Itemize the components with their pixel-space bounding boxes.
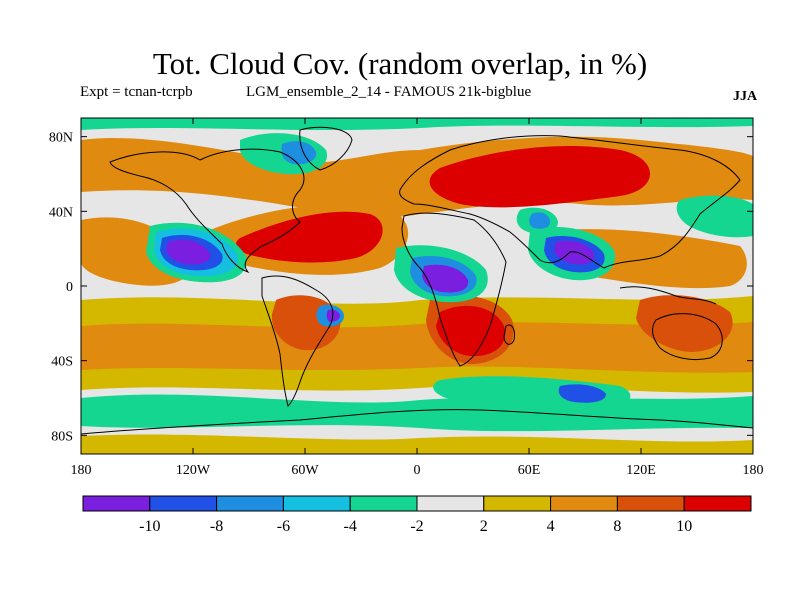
lon-tick-label: 0: [414, 463, 421, 478]
colorbar-label: -6: [277, 518, 290, 535]
lat-tick-label: 40N: [49, 205, 73, 220]
colorbar-swatch: [550, 495, 618, 512]
field-region: [81, 322, 753, 373]
colorbar-label: 8: [613, 518, 621, 535]
lon-tick-label: 60E: [518, 463, 541, 478]
field-region: [636, 295, 733, 352]
map-title: Tot. Cloud Cov. (random overlap, in %): [152, 46, 648, 81]
colorbar-label: -8: [210, 518, 223, 535]
coastline-antarctica: [81, 409, 753, 435]
coastlines: [81, 126, 753, 435]
lon-tick-label: 60W: [291, 463, 319, 478]
field-region: [554, 240, 595, 265]
coastline-greenland: [299, 126, 353, 171]
coastline-madagascar: [503, 324, 515, 345]
lat-tick-label: 80S: [51, 429, 73, 444]
field-region: [81, 434, 753, 454]
colorbar-swatch: [282, 495, 351, 512]
colorbar-swatch: [149, 495, 218, 512]
field-region: [676, 195, 753, 238]
field-region: [429, 146, 650, 208]
colorbar-label: -4: [344, 518, 357, 535]
lon-tick-label: 180: [71, 463, 92, 478]
field-region: [166, 239, 211, 265]
field-region: [281, 141, 317, 165]
coastline-indonesia: [619, 286, 717, 305]
colorbar-label: 10: [676, 518, 692, 535]
experiment-label: Expt = tcnan-tcrpb: [80, 84, 193, 100]
colorbar-swatch: [349, 495, 418, 512]
longitude-axis: 180 120W 60W 0 60E 120E 180: [71, 118, 764, 478]
lon-tick-label: 120E: [626, 463, 656, 478]
field-region: [529, 212, 550, 229]
field-region: [326, 309, 340, 322]
field-region: [422, 264, 469, 293]
colorbar-label: -2: [410, 518, 423, 535]
field-region: [236, 211, 383, 263]
colorbar-swatch: [683, 495, 752, 512]
lat-tick-label: 80N: [49, 131, 73, 146]
colorbar-swatch: [616, 495, 685, 512]
colorbar-label: 2: [480, 518, 488, 535]
map-panel: [81, 118, 753, 454]
field-region: [436, 305, 506, 357]
colorbar: -10 -8 -6 -4 -2 2 4 8 10: [82, 495, 752, 535]
lon-tick-label: 120W: [176, 463, 211, 478]
colorbar-swatch: [483, 495, 552, 512]
season-label: JJA: [733, 89, 758, 104]
colorbar-label: -10: [139, 518, 160, 535]
coastline-south-america: [261, 275, 334, 407]
coastline-australia: [652, 313, 723, 361]
coastline-eurasia: [399, 135, 741, 269]
colorbar-swatch: [416, 495, 485, 512]
run-label: LGM_ensemble_2_14 - FAMOUS 21k-bigblue: [246, 84, 532, 100]
field-region: [558, 384, 606, 403]
lon-tick-label: 180: [743, 463, 764, 478]
coastline-africa: [401, 212, 507, 367]
colorbar-label: 4: [547, 518, 555, 535]
coastline-north-america: [109, 148, 305, 274]
lat-tick-label: 0: [66, 280, 73, 295]
latitude-axis: 80N 40N 0 40S 80S: [49, 131, 753, 444]
colorbar-swatch: [216, 495, 284, 512]
lat-tick-label: 40S: [51, 355, 73, 370]
colorbar-swatch: [82, 495, 151, 512]
